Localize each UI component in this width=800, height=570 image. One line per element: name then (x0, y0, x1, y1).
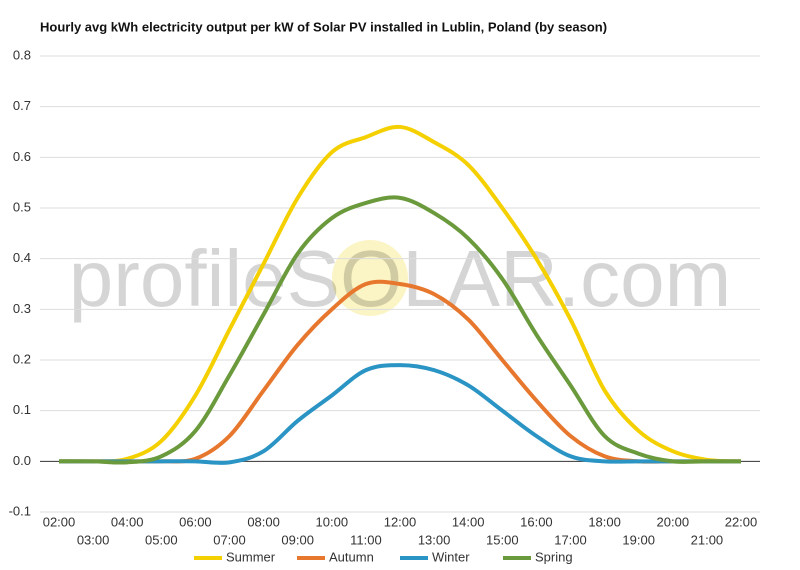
x-tick-label: 17:00 (554, 532, 587, 547)
legend-label: Spring (535, 549, 573, 564)
x-tick-label: 12:00 (384, 514, 417, 529)
chart-title: Hourly avg kWh electricity output per kW… (40, 19, 607, 34)
y-tick-label: -0.1 (9, 503, 31, 518)
legend-label: Autumn (329, 549, 374, 564)
x-tick-label: 08:00 (247, 514, 280, 529)
y-tick-label: 0.4 (13, 250, 31, 265)
x-tick-label: 22:00 (725, 514, 758, 529)
y-tick-label: 0.6 (13, 149, 31, 164)
x-tick-label: 18:00 (588, 514, 621, 529)
x-tick-label: 10:00 (316, 514, 349, 529)
y-tick-label: 0.5 (13, 199, 31, 214)
line-winter (59, 363, 741, 465)
x-tick-label: 05:00 (145, 532, 178, 547)
legend-label: Summer (226, 549, 276, 564)
y-tick-label: 0.7 (13, 98, 31, 113)
y-tick-label: 0.2 (13, 351, 31, 366)
x-tick-label: 03:00 (77, 532, 110, 547)
line-summer (58, 124, 742, 464)
x-tick-label: 16:00 (520, 514, 553, 529)
x-tick-label: 07:00 (213, 532, 246, 547)
y-tick-label: 0.1 (13, 402, 31, 417)
x-tick-label: 04:00 (111, 514, 144, 529)
x-tick-label: 13:00 (418, 532, 451, 547)
x-tick-label: 09:00 (281, 532, 314, 547)
legend-label: Winter (432, 549, 470, 564)
line-spring (58, 195, 741, 465)
x-tick-label: 02:00 (43, 514, 76, 529)
x-tick-label: 21:00 (691, 532, 724, 547)
y-tick-label: 0.0 (13, 453, 31, 468)
x-tick-label: 11:00 (350, 532, 382, 547)
x-tick-label: 19:00 (622, 532, 655, 547)
x-tick-label: 14:00 (452, 514, 485, 529)
x-tick-label: 06:00 (179, 514, 212, 529)
y-tick-label: 0.3 (13, 301, 31, 316)
watermark: profileSOLAR.com (69, 234, 731, 323)
x-tick-label: 15:00 (486, 532, 519, 547)
y-tick-label: 0.8 (13, 47, 31, 62)
x-tick-label: 20:00 (657, 514, 690, 529)
